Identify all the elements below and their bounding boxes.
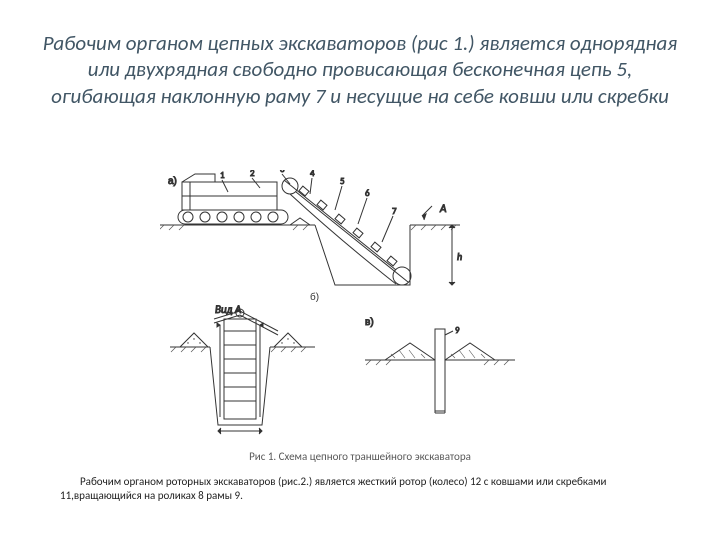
figure-caption: Рис 1. Схема цепного траншейного экскава… [0, 450, 720, 463]
dimension-h: h [457, 250, 462, 263]
callout-6: 6 [365, 188, 370, 199]
callout-4: 4 [310, 170, 315, 179]
panel-view-a: Вид А [170, 303, 315, 434]
panel-label-b: б) [310, 291, 319, 303]
body-subtext: Рабочим органом роторных экскаваторов (р… [60, 475, 660, 504]
panel-v: в) [365, 317, 515, 413]
panel-label-v: в) [365, 317, 374, 328]
callout-1: 1 [220, 170, 225, 181]
callout-7: 7 [392, 206, 397, 217]
dimension-a: A [439, 202, 447, 215]
callout-2: 2 [250, 170, 255, 179]
slide-title: Рабочим органом цепных экскаваторов (рис… [40, 30, 680, 109]
slide: Рабочим органом цепных экскаваторов (рис… [0, 0, 720, 540]
diagram-figure: а) 1 2 3 [160, 170, 560, 440]
callout-5: 5 [340, 176, 345, 187]
panel-label-a: а) [168, 176, 177, 187]
callout-9: 9 [455, 325, 460, 336]
panel-a: а) 1 2 3 [160, 170, 462, 285]
excavator-diagram-svg: а) 1 2 3 [160, 170, 560, 440]
